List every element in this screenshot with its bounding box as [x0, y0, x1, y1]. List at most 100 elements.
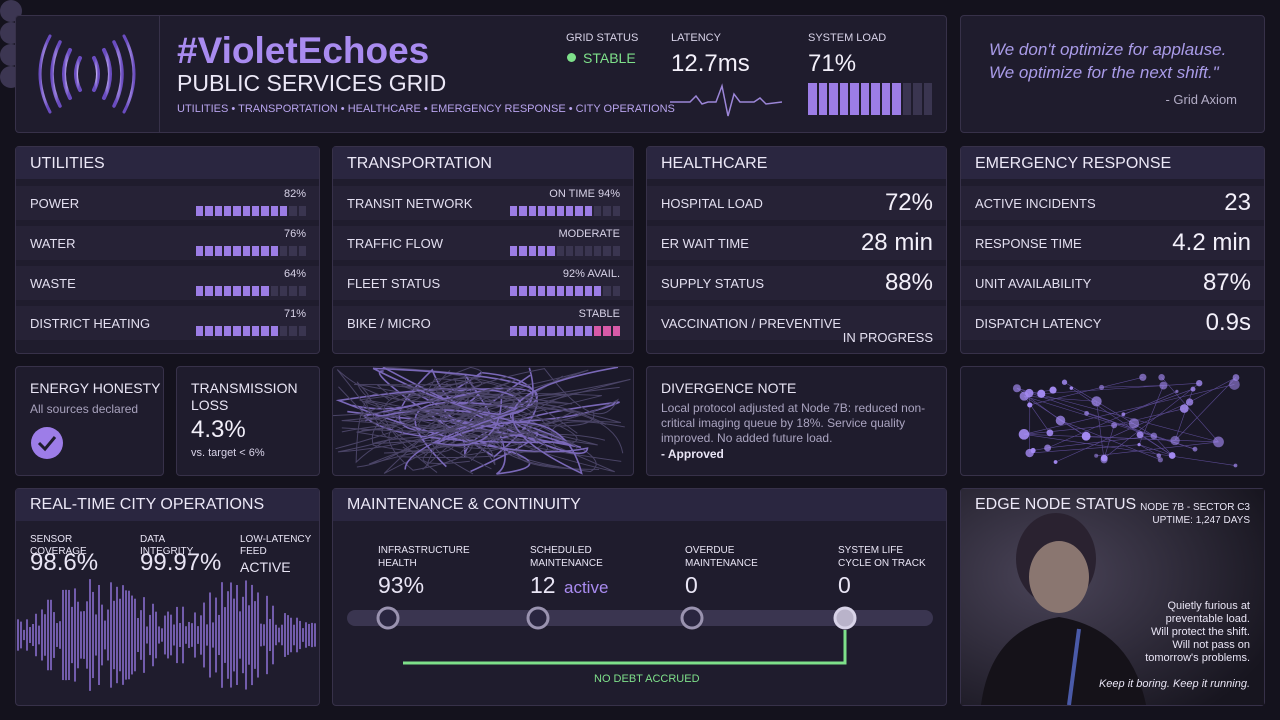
dot	[1156, 453, 1162, 458]
dot	[1091, 396, 1102, 407]
status-dot	[567, 53, 576, 62]
line	[1096, 441, 1219, 456]
row-bar	[196, 286, 306, 296]
edge-tagline: Keep it boring. Keep it running.	[1098, 678, 1250, 690]
dot	[1049, 386, 1057, 394]
city-ops-title: REAL-TIME CITY OPERATIONS	[30, 496, 265, 513]
row-label: UNIT AVAILABILITY	[975, 276, 1092, 291]
panel-title: HEALTHCARE	[661, 155, 768, 172]
metric-value: ACTIVE	[240, 559, 291, 575]
segment	[205, 326, 213, 336]
segment	[565, 326, 574, 336]
dot	[1137, 443, 1141, 447]
energy-text: All sources declared	[30, 402, 139, 416]
row-bar	[196, 326, 306, 336]
segment	[196, 246, 204, 256]
segment	[575, 326, 583, 336]
dot	[1084, 410, 1089, 416]
segment	[519, 326, 527, 336]
line	[364, 400, 539, 470]
dot	[1233, 463, 1238, 468]
row-value: 4.2 min	[1172, 229, 1251, 256]
row-value: 82%	[283, 188, 306, 200]
row-label: RESPONSE TIME	[975, 236, 1082, 251]
caption-line: Will not pass on tomorrow's problems.	[1145, 639, 1250, 664]
panel-header	[647, 147, 946, 179]
row-value: 28 min	[860, 229, 933, 256]
line	[1104, 382, 1200, 459]
dot	[1044, 444, 1052, 452]
edge-uptime: UPTIME: 1,247 DAYS	[1152, 515, 1250, 526]
segment	[510, 206, 518, 216]
dot	[1192, 446, 1198, 452]
segment	[270, 206, 278, 216]
line	[1024, 395, 1087, 437]
segment	[881, 83, 890, 115]
segment	[612, 286, 620, 296]
segment	[565, 246, 574, 256]
item-label: OVERDUE MAINTENANCE	[685, 545, 758, 569]
segment	[298, 286, 306, 296]
line	[1029, 377, 1143, 406]
dot	[1229, 379, 1240, 390]
row-band	[961, 306, 1264, 340]
line	[1174, 388, 1194, 441]
dot	[1159, 381, 1168, 390]
segment	[556, 206, 564, 216]
quote-line: We don't optimize for applause.	[989, 40, 1227, 59]
dot	[1128, 418, 1140, 429]
line	[1023, 424, 1115, 435]
dot	[1025, 388, 1034, 398]
caption-line: Quietly furious at preventable load.	[1165, 600, 1250, 625]
segment	[510, 246, 518, 256]
segment	[575, 286, 583, 296]
dot	[1094, 453, 1099, 458]
segment	[289, 246, 297, 256]
segment	[612, 246, 620, 256]
segment	[603, 326, 611, 336]
subtitle: PUBLIC SERVICES GRID	[177, 70, 447, 96]
panel-header	[333, 147, 633, 179]
energy-panel	[15, 366, 164, 476]
segment	[556, 246, 564, 256]
row-value: 71%	[283, 308, 306, 320]
segment	[223, 246, 232, 256]
segment	[298, 326, 306, 336]
line	[1138, 444, 1159, 456]
row-label: TRAFFIC FLOW	[347, 236, 444, 251]
line	[1139, 434, 1173, 456]
segment	[214, 206, 222, 216]
line	[1101, 385, 1164, 388]
segment	[808, 83, 817, 115]
segment	[289, 326, 297, 336]
line	[1064, 381, 1155, 437]
segment	[196, 286, 204, 296]
segment	[818, 83, 827, 115]
segment	[242, 206, 250, 216]
row-label: POWER	[30, 196, 80, 211]
metric-label: SENSOR COVERAGE	[30, 534, 87, 557]
dot	[1027, 402, 1033, 408]
segment	[584, 326, 592, 336]
line	[1123, 388, 1194, 415]
row-value: 88%	[884, 269, 933, 296]
dot	[1150, 432, 1158, 440]
segment	[510, 286, 518, 296]
network-panel	[960, 366, 1265, 476]
row-bar	[510, 246, 620, 256]
segment	[528, 286, 536, 296]
row-label: SUPPLY STATUS	[661, 276, 765, 291]
row-label: FLEET STATUS	[347, 276, 441, 291]
item-label: INFRASTRUCTURE HEALTH	[378, 545, 470, 569]
item-value: 0	[685, 572, 698, 598]
segment	[251, 206, 260, 216]
segment	[547, 206, 555, 216]
row-label: DISTRICT HEATING	[30, 316, 151, 331]
line	[358, 387, 520, 434]
header-panel	[15, 15, 947, 133]
segment	[242, 246, 250, 256]
segment	[279, 286, 288, 296]
edge-node: NODE 7B - SECTOR C3	[1140, 502, 1250, 513]
segment	[528, 326, 536, 336]
line	[1016, 387, 1219, 443]
